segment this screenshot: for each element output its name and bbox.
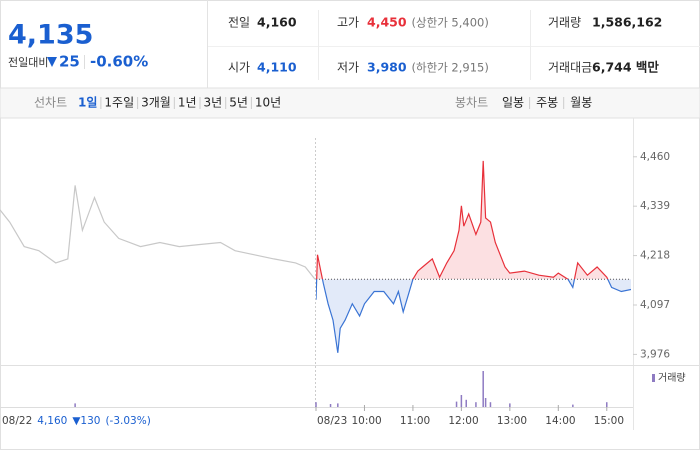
tab[interactable]: 10년 — [255, 96, 281, 110]
quote-value: 4,110 — [257, 60, 297, 75]
volume-bar — [489, 402, 492, 407]
change-label: 전일대비 — [8, 55, 48, 69]
tab[interactable]: 1년 — [178, 96, 197, 110]
quote-label: 거래량 — [548, 16, 581, 30]
x-tick-label: 13:00 — [497, 415, 527, 427]
x-tick-label: 14:00 — [545, 415, 575, 427]
price-line-down — [316, 279, 631, 353]
volume-bar — [329, 404, 332, 407]
quote-extra: (상한가 5,400) — [412, 16, 489, 30]
volume-bar — [484, 398, 487, 407]
footer-change: ▼130 — [72, 415, 100, 427]
y-tick-label: 4,097 — [640, 299, 670, 311]
x-tick-label: 15:00 — [594, 415, 624, 427]
footer-price: 4,160 — [37, 415, 67, 427]
change: 25 — [59, 53, 80, 71]
volume-bar — [465, 399, 467, 407]
quote-extra: (하한가 2,915) — [412, 61, 489, 75]
tab[interactable]: 5년 — [229, 96, 248, 110]
volume-bar — [509, 403, 511, 407]
quote-value: 1,586,162 — [592, 15, 662, 30]
volume-bar — [572, 404, 574, 407]
tab-group-label: 봉차트 — [455, 96, 488, 110]
tab[interactable]: 월봉 — [570, 96, 592, 110]
x-tick-label: 08/23 — [317, 415, 347, 427]
volume-bar — [475, 402, 477, 407]
volume-bar — [337, 403, 339, 407]
quote-value: 3,980 — [367, 60, 407, 75]
footer-date: 08/22 — [2, 415, 32, 427]
price-area-up — [316, 160, 631, 280]
quote-value: 4,160 — [257, 15, 297, 30]
y-tick-label: 4,339 — [640, 200, 670, 212]
volume-bar — [455, 401, 458, 407]
x-tick-label: 11:00 — [400, 415, 430, 427]
tab[interactable]: 일봉 — [502, 96, 524, 110]
price-area-down — [316, 279, 631, 353]
tab[interactable]: 1주일 — [104, 96, 134, 110]
quote-label: 고가 — [337, 16, 359, 30]
price-line-up — [316, 160, 609, 280]
quote-value: 6,744 백만 — [592, 60, 659, 75]
quote-label: 거래대금 — [548, 61, 592, 75]
volume-bar — [606, 402, 608, 407]
y-tick-label: 3,976 — [640, 348, 670, 360]
volume-bar — [315, 402, 317, 407]
change-pct: -0.60% — [90, 53, 148, 71]
x-tick-label: 10:00 — [351, 415, 381, 427]
x-tick-label: 12:00 — [448, 415, 478, 427]
quote-label: 시가 — [228, 61, 250, 75]
legend-swatch — [652, 374, 655, 382]
tab-bar — [0, 87, 700, 119]
legend-label: 거래량 — [658, 372, 686, 384]
quote-label: 전일 — [228, 16, 250, 30]
tab[interactable]: 3년 — [204, 96, 223, 110]
quote-label: 저가 — [337, 61, 359, 75]
y-tick-label: 4,218 — [640, 250, 670, 262]
volume-bar — [460, 395, 463, 407]
volume-bar — [482, 371, 484, 407]
down-icon — [47, 57, 57, 67]
y-tick-label: 4,460 — [640, 151, 670, 163]
tab[interactable]: 주봉 — [536, 96, 558, 110]
tab[interactable]: 1일 — [78, 96, 97, 110]
volume-bar — [74, 403, 76, 407]
price-line — [0, 185, 316, 280]
quote-value: 4,450 — [367, 15, 407, 30]
price: 4,135 — [8, 20, 93, 51]
tab[interactable]: 3개월 — [141, 96, 171, 110]
footer-change-pct: (-3.03%) — [105, 415, 150, 427]
tab-group-label: 선차트 — [34, 96, 67, 110]
